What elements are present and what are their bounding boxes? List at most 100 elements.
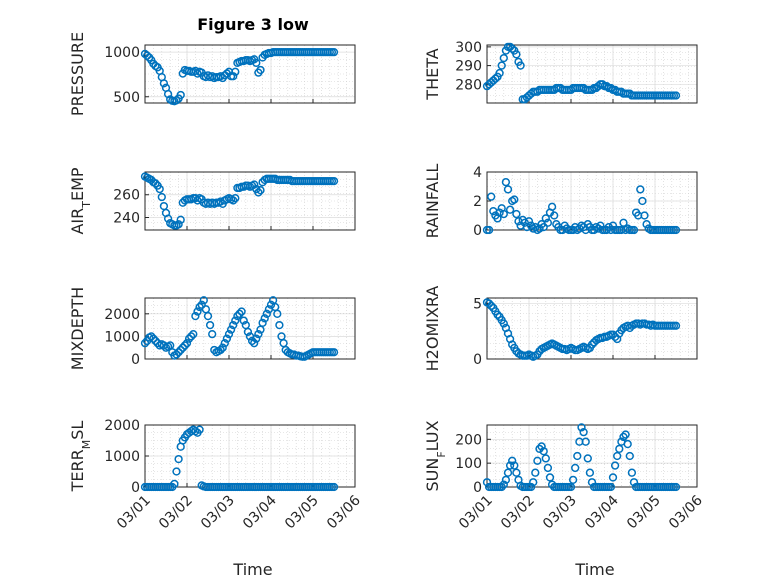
axes-frame: [486, 424, 698, 488]
data-point: [170, 479, 179, 489]
data-point: [237, 307, 246, 316]
data-point: [533, 456, 542, 465]
data-point: [484, 225, 494, 235]
data-point: [256, 186, 265, 195]
data-point: [505, 205, 515, 214]
subplot-h2omixra: 0 5 H2OMIXRA: [423, 286, 698, 372]
data-point: [516, 61, 525, 70]
data-point: [535, 224, 544, 233]
y-tick-label: 500: [113, 90, 140, 106]
data-point: [541, 214, 550, 223]
y-axis-label: SUNFLUX: [423, 420, 448, 491]
data-point: [535, 444, 544, 453]
y-tick-label: 0: [131, 352, 140, 368]
data-point: [573, 451, 582, 461]
axes-frame: [486, 297, 698, 360]
data-point: [178, 343, 187, 352]
data-point: [172, 350, 181, 359]
y-axis-label: PRESSURE: [68, 32, 87, 116]
subplot-rainfall: 0 2 4 RAINFALL: [423, 164, 698, 239]
data-point: [671, 91, 681, 100]
data-point: [501, 475, 511, 484]
data-point: [625, 451, 634, 461]
y-axis-label: TERRMSL: [68, 421, 93, 493]
data-point: [543, 218, 553, 227]
data-point: [229, 320, 238, 330]
data-point: [159, 79, 169, 88]
data-point: [566, 482, 576, 492]
data-point: [329, 176, 339, 186]
data-point: [621, 430, 630, 439]
data-point: [671, 225, 681, 235]
data-point: [193, 307, 202, 316]
data-point: [545, 473, 555, 482]
y-axis-label: AIRTEMP: [68, 167, 93, 234]
y-axis-label: MIXDEPTH: [68, 287, 87, 370]
y-tick-label: 2000: [104, 307, 140, 323]
data-point: [329, 348, 339, 357]
y-tick-label: 290: [455, 59, 482, 75]
data-point: [508, 456, 517, 465]
data-point: [493, 310, 502, 319]
data-point: [510, 195, 519, 204]
data-point: [176, 215, 185, 224]
data-point: [254, 188, 263, 197]
data-point: [218, 343, 227, 352]
y-tick-label: 100: [455, 456, 482, 472]
data-point: [220, 339, 229, 348]
data-point: [638, 196, 647, 206]
data-point: [329, 47, 339, 57]
data-point: [623, 439, 632, 449]
y-axis-label: THETA: [423, 48, 442, 100]
x-tick-label: 03/06: [324, 492, 364, 532]
data-point: [184, 334, 194, 343]
data-point: [671, 321, 681, 330]
y-axis-label: H2OMIXRA: [423, 286, 442, 372]
data-point: [547, 202, 557, 211]
data-point: [208, 329, 217, 339]
data-point: [260, 314, 269, 323]
data-point: [613, 451, 622, 461]
data-point: [172, 96, 181, 105]
subplot-theta: 280 290 300 THETA: [423, 40, 698, 104]
data-point: [487, 192, 496, 201]
data-point: [174, 348, 183, 357]
data-point: [252, 334, 261, 343]
data-point: [176, 345, 185, 355]
data-point: [491, 74, 500, 83]
data-point: [495, 68, 504, 78]
y-tick-label: 0: [473, 223, 482, 239]
data-point: [231, 194, 240, 203]
data-point: [524, 217, 534, 226]
y-tick-label: 0: [473, 352, 482, 368]
y-tick-label: 2: [473, 194, 482, 210]
data-point: [149, 334, 158, 343]
data-point: [550, 211, 559, 220]
subplot-air-temp: 240 260 AIRTEMP: [68, 167, 356, 235]
data-point: [226, 325, 236, 334]
y-tick-label: 5: [473, 297, 482, 313]
data-point: [157, 192, 166, 202]
data-point: [229, 72, 238, 81]
data-point: [484, 299, 494, 308]
data-point: [587, 478, 597, 487]
x-tick-label: 03/05: [282, 493, 322, 533]
x-axis-label-left: Time: [232, 560, 272, 579]
data-point: [571, 463, 580, 473]
data-point: [529, 478, 538, 487]
data-point: [499, 480, 508, 489]
data-point: [499, 209, 508, 219]
y-tick-label: 240: [113, 210, 140, 226]
data-point: [275, 320, 284, 330]
data-point: [501, 178, 511, 187]
y-tick-label: 2000: [104, 418, 140, 434]
data-point: [629, 478, 639, 487]
subplot-mixdepth: 0 1000 2000 MIXDEPTH: [68, 287, 356, 370]
y-tick-label: 1000: [104, 449, 140, 465]
data-point: [256, 65, 265, 75]
data-point: [512, 50, 521, 59]
subplot-terr-msl: 0 1000 2000 03/01 03/02 03/03 03/04 03/05 03/06 T…: [68, 418, 364, 532]
data-point: [155, 184, 164, 194]
data-point: [182, 339, 192, 348]
data-point: [568, 475, 578, 484]
